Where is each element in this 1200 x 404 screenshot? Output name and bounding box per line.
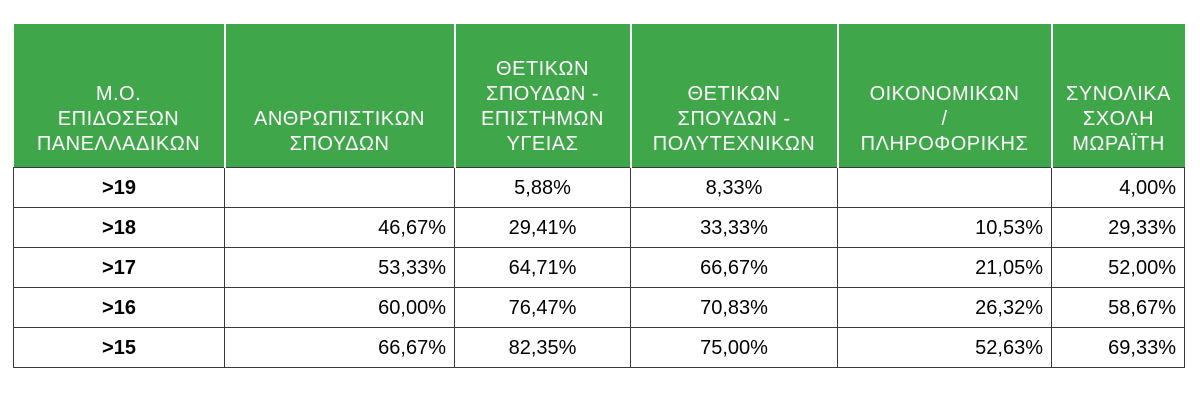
header-cell-health-sciences: ΘΕΤΙΚΩΝ ΣΠΟΥΔΩΝ - ΕΠΙΣΤΗΜΩΝ ΥΓΕΙΑΣ <box>454 24 632 167</box>
table-cell: 4,00% <box>1051 166 1185 208</box>
table-cell <box>224 166 455 208</box>
table-cell: 53,33% <box>224 246 455 288</box>
header-cell-economics-informatics: ΟΙΚΟΝΟΜΙΚΩΝ / ΠΛΗΡΟΦΟΡΙΚΗΣ <box>837 24 1053 167</box>
header-cell-total: ΣΥΝΟΛΙΚΑ ΣΧΟΛΗ ΜΩΡΑΪΤΗ <box>1051 24 1185 167</box>
table-cell: 29,41% <box>454 206 631 248</box>
header-cell-polytechnic: ΘΕΤΙΚΩΝ ΣΠΟΥΔΩΝ - ΠΟΛΥΤΕΧΝΙΚΩΝ <box>630 24 839 167</box>
table-cell: 5,88% <box>454 166 631 208</box>
table-cell: 8,33% <box>630 166 838 208</box>
table-row: >19 5,88% 8,33% 4,00% <box>13 166 1185 208</box>
table-row: >18 46,67% 29,41% 33,33% 10,53% 29,33% <box>13 206 1185 248</box>
table-cell: 69,33% <box>1051 326 1185 368</box>
header-cell-humanities: ΑΝΘΡΩΠΙΣΤΙΚΩΝ ΣΠΟΥΔΩΝ <box>224 24 456 167</box>
table-cell: 70,83% <box>630 286 838 328</box>
row-label: >19 <box>13 166 225 208</box>
table-cell: 46,67% <box>224 206 455 248</box>
header-cell-average-score: Μ.Ο. ΕΠΙΔΟΣΕΩΝ ΠΑΝΕΛΛΑΔΙΚΩΝ <box>13 24 226 167</box>
table-row: >17 53,33% 64,71% 66,67% 21,05% 52,00% <box>13 246 1185 288</box>
table-cell: 75,00% <box>630 326 838 368</box>
row-label: >17 <box>13 246 225 288</box>
row-label: >18 <box>13 206 225 248</box>
table-cell: 64,71% <box>454 246 631 288</box>
header-row: Μ.Ο. ΕΠΙΔΟΣΕΩΝ ΠΑΝΕΛΛΑΔΙΚΩΝ ΑΝΘΡΩΠΙΣΤΙΚΩ… <box>13 24 1185 167</box>
table-cell: 66,67% <box>224 326 455 368</box>
row-label: >16 <box>13 286 225 328</box>
table-row: >15 66,67% 82,35% 75,00% 52,63% 69,33% <box>13 326 1185 368</box>
table-cell: 52,00% <box>1051 246 1185 288</box>
table-cell: 82,35% <box>454 326 631 368</box>
table-cell: 66,67% <box>630 246 838 288</box>
table-cell: 21,05% <box>837 246 1052 288</box>
table-row: >16 60,00% 76,47% 70,83% 26,32% 58,67% <box>13 286 1185 328</box>
table-cell: 10,53% <box>837 206 1052 248</box>
table-cell: 26,32% <box>837 286 1052 328</box>
table-cell: 33,33% <box>630 206 838 248</box>
table-cell: 58,67% <box>1051 286 1185 328</box>
row-label: >15 <box>13 326 225 368</box>
table-cell <box>837 166 1052 208</box>
table-cell: 29,33% <box>1051 206 1185 248</box>
results-table: Μ.Ο. ΕΠΙΔΟΣΕΩΝ ΠΑΝΕΛΛΑΔΙΚΩΝ ΑΝΘΡΩΠΙΣΤΙΚΩ… <box>13 24 1185 368</box>
table-cell: 52,63% <box>837 326 1052 368</box>
table-cell: 60,00% <box>224 286 455 328</box>
table-cell: 76,47% <box>454 286 631 328</box>
table-container: Μ.Ο. ΕΠΙΔΟΣΕΩΝ ΠΑΝΕΛΛΑΔΙΚΩΝ ΑΝΘΡΩΠΙΣΤΙΚΩ… <box>13 24 1185 368</box>
